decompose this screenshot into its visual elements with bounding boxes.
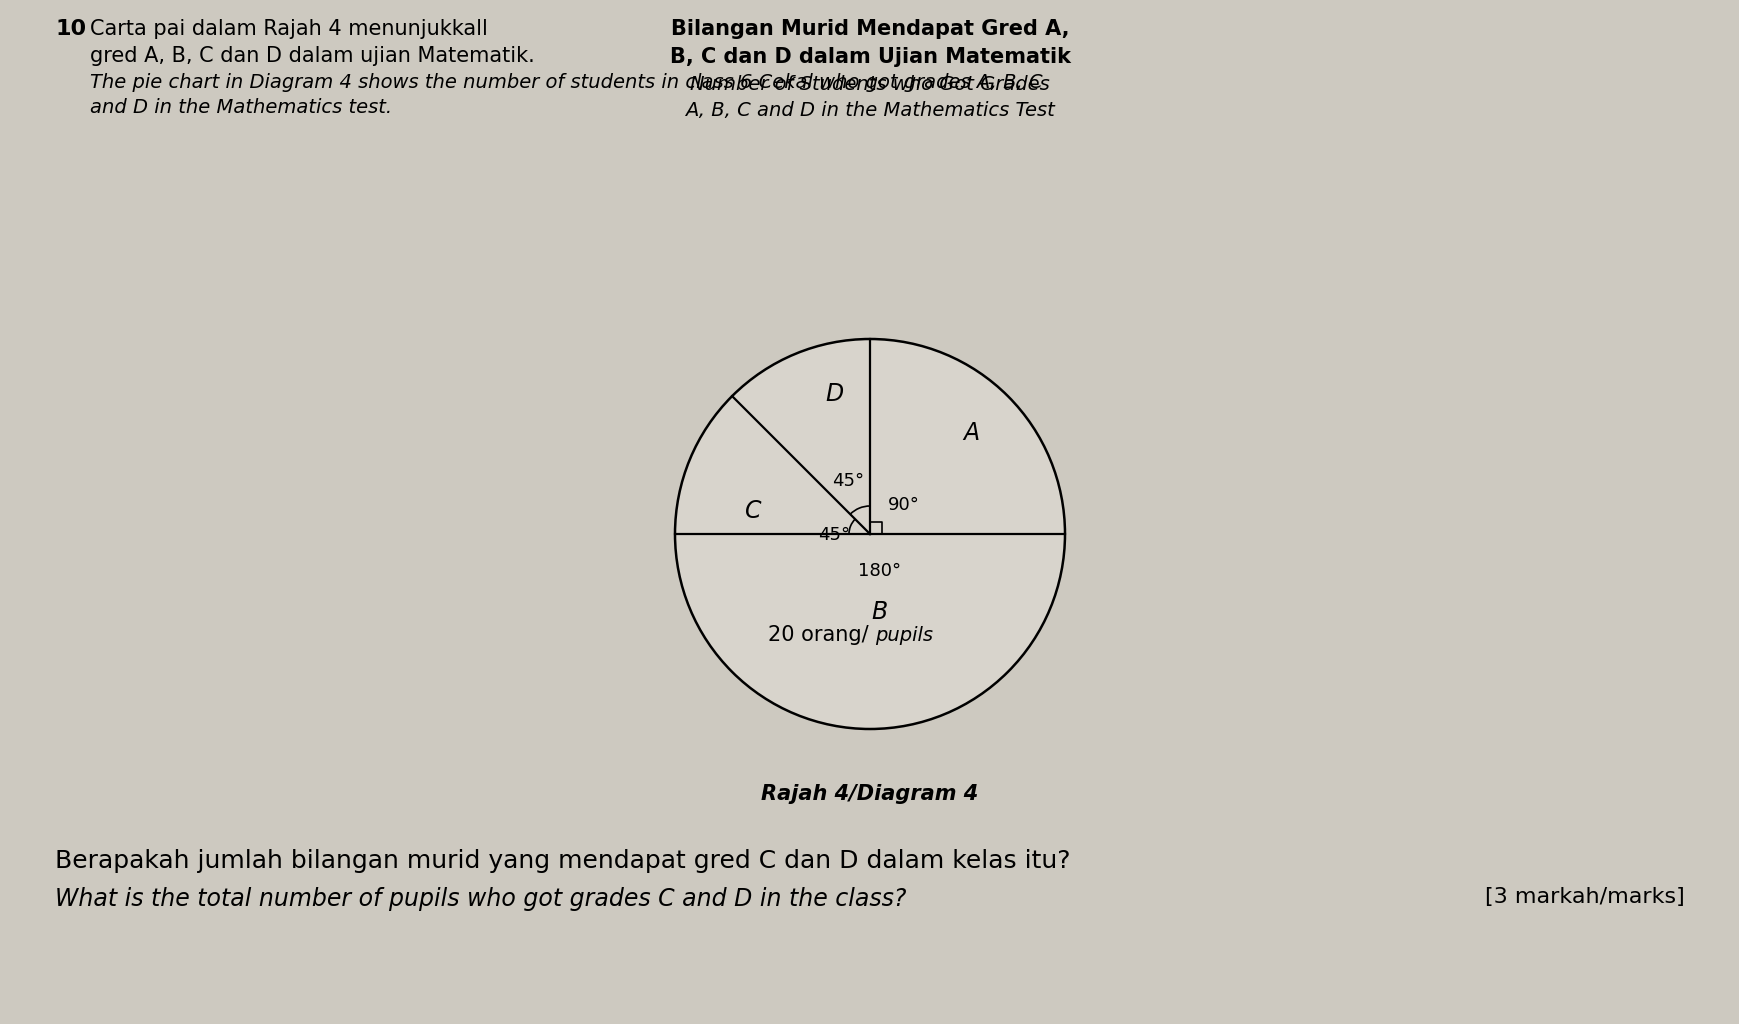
Text: 10: 10 <box>56 19 87 39</box>
Text: 45°: 45° <box>817 526 850 544</box>
Text: A: A <box>963 421 979 444</box>
Text: What is the total number of pupils who got grades C and D in the class?: What is the total number of pupils who g… <box>56 887 906 911</box>
Text: [3 markah/marks]: [3 markah/marks] <box>1485 887 1685 907</box>
Text: Rajah 4/Diagram 4: Rajah 4/Diagram 4 <box>762 784 979 804</box>
Text: Bilangan Murid Mendapat Gred A,: Bilangan Murid Mendapat Gred A, <box>671 19 1069 39</box>
Text: 90°: 90° <box>889 496 920 514</box>
Text: A, B, C and D in the Mathematics Test: A, B, C and D in the Mathematics Test <box>685 101 1056 120</box>
Text: pupils: pupils <box>875 626 934 645</box>
Text: and D in the Mathematics test.: and D in the Mathematics test. <box>90 98 391 117</box>
Text: gred A, B, C dan D dalam ujian Matematik.: gred A, B, C dan D dalam ujian Matematik… <box>90 46 536 66</box>
Circle shape <box>675 339 1064 729</box>
Text: Berapakah jumlah bilangan murid yang mendapat gred C dan D dalam kelas itu?: Berapakah jumlah bilangan murid yang men… <box>56 849 1071 873</box>
Text: 20 orang/: 20 orang/ <box>767 626 875 645</box>
Text: D: D <box>826 382 843 406</box>
Text: Carta pai dalam Rajah 4 menunjukkall: Carta pai dalam Rajah 4 menunjukkall <box>90 19 489 39</box>
Text: B, C dan D dalam Ujian Matematik: B, C dan D dalam Ujian Matematik <box>670 47 1071 67</box>
Text: B: B <box>871 600 889 624</box>
Text: 180°: 180° <box>859 562 901 580</box>
Text: The pie chart in Diagram 4 shows the number of students in class 6 Cekal who got: The pie chart in Diagram 4 shows the num… <box>90 73 1043 92</box>
Text: Number of Students who Got Grades: Number of Students who Got Grades <box>690 75 1050 94</box>
Text: 45°: 45° <box>831 472 864 490</box>
Text: C: C <box>744 499 762 522</box>
